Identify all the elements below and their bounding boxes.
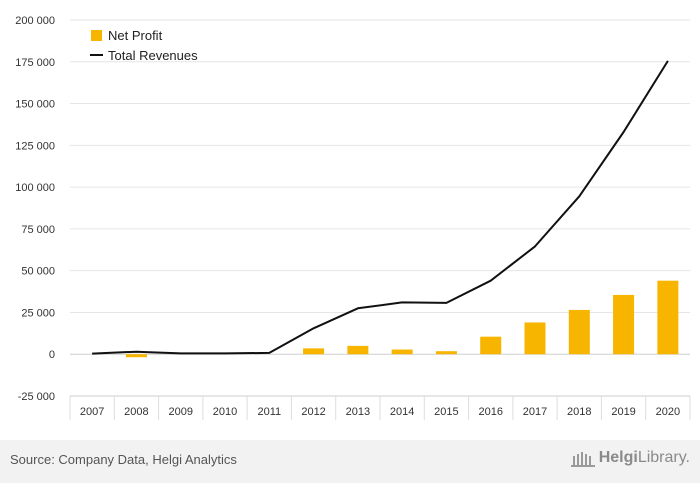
y-tick-label: 0 <box>49 349 55 361</box>
bar-net-profit <box>613 294 635 355</box>
bar-net-profit <box>524 322 546 355</box>
net-profit-bars <box>125 280 679 358</box>
x-tick-label: 2016 <box>478 406 502 418</box>
logo-brand-strong: Helgi <box>598 449 638 466</box>
bar-net-profit <box>303 348 325 355</box>
legend: Net Profit Total Revenues <box>90 28 198 63</box>
y-axis: 200 000 175 000 150 000 125 000 100 000 75 00… <box>15 15 55 403</box>
logo-brand-rest: Library. <box>637 449 690 466</box>
footer: Source: Company Data, Helgi Analytics He… <box>0 440 700 483</box>
total-revenues-line <box>92 60 669 355</box>
legend-swatch-net-profit <box>91 30 102 41</box>
y-tick-label: 125 000 <box>15 140 55 152</box>
chart: 200 000 175 000 150 000 125 000 100 000 75 00… <box>15 15 691 420</box>
y-tick-label: 200 000 <box>15 15 55 27</box>
bar-net-profit <box>657 280 679 355</box>
y-tick-label: 75 000 <box>21 224 55 236</box>
x-tick-label: 2018 <box>567 406 591 418</box>
gridlines <box>70 19 690 397</box>
bar-net-profit <box>435 351 457 355</box>
legend-label-total-revenues: Total Revenues <box>108 48 198 63</box>
bar-net-profit <box>480 336 502 355</box>
x-tick-label: 2017 <box>523 406 547 418</box>
x-tick-label: 2020 <box>656 406 680 418</box>
y-tick-label: 175 000 <box>15 57 55 69</box>
x-tick-label: 2012 <box>301 406 325 418</box>
x-tick-label: 2010 <box>213 406 237 418</box>
x-tick-label: 2009 <box>168 406 192 418</box>
bar-net-profit <box>347 345 369 355</box>
bar-net-profit <box>125 354 147 358</box>
x-tick-label: 2007 <box>80 406 104 418</box>
helgi-library-logo: HelgiLibrary. <box>570 448 690 468</box>
x-axis: 2007 2008 2009 2010 2011 2012 2013 2014 2015 2016… <box>69 395 691 420</box>
x-tick-label: 2014 <box>390 406 414 418</box>
library-building-icon <box>570 452 595 467</box>
y-tick-label: 25 000 <box>21 307 55 319</box>
x-tick-label: 2013 <box>346 406 370 418</box>
x-tick-label: 2019 <box>611 406 635 418</box>
x-tick-label: 2008 <box>124 406 148 418</box>
y-tick-label: 50 000 <box>21 266 55 278</box>
y-tick-label: 100 000 <box>15 182 55 194</box>
bar-net-profit <box>391 349 413 355</box>
bar-net-profit <box>568 309 590 355</box>
source-text: Source: Company Data, Helgi Analytics <box>10 452 237 467</box>
legend-label-net-profit: Net Profit <box>108 28 163 43</box>
x-tick-label: 2015 <box>434 406 458 418</box>
y-tick-label: 150 000 <box>15 99 55 111</box>
total-revenues-line-group <box>92 60 669 355</box>
x-tick-label: 2011 <box>257 406 281 418</box>
y-tick-label: -25 000 <box>18 391 55 403</box>
